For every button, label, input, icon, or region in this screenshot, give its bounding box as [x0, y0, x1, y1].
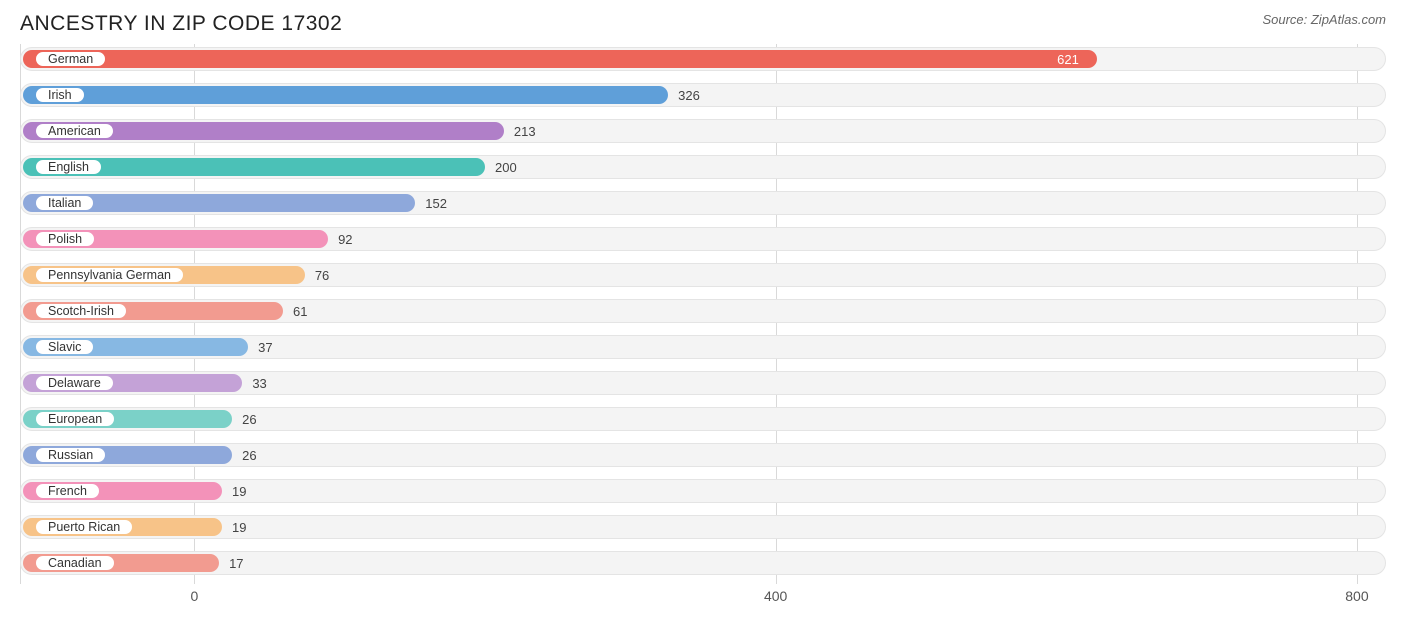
- x-tick-label: 400: [764, 588, 787, 604]
- bar-row: European 26: [20, 404, 1386, 434]
- value-label: 213: [514, 122, 536, 140]
- bar-fill: [23, 50, 1097, 68]
- bar-row: German 621: [20, 44, 1386, 74]
- category-pill: German: [34, 50, 107, 68]
- value-label: 19: [232, 482, 246, 500]
- bar-row: Irish 326: [20, 80, 1386, 110]
- category-pill: Canadian: [34, 554, 116, 572]
- bar-row: Polish 92: [20, 224, 1386, 254]
- value-label: 76: [315, 266, 329, 284]
- bar-row: Puerto Rican 19: [20, 512, 1386, 542]
- x-axis: 0 400 800: [20, 584, 1386, 614]
- bar-track: [20, 515, 1386, 539]
- bar-track: [20, 479, 1386, 503]
- bar-track: [20, 551, 1386, 575]
- bar-row: American 213: [20, 116, 1386, 146]
- bar-row: Scotch-Irish 61: [20, 296, 1386, 326]
- chart-header: ANCESTRY IN ZIP CODE 17302 Source: ZipAt…: [0, 0, 1406, 44]
- value-label: 17: [229, 554, 243, 572]
- category-pill: Delaware: [34, 374, 115, 392]
- category-pill: Italian: [34, 194, 95, 212]
- x-tick-label: 800: [1345, 588, 1368, 604]
- category-pill: French: [34, 482, 101, 500]
- category-pill: Puerto Rican: [34, 518, 134, 536]
- value-label: 37: [258, 338, 272, 356]
- chart-title: ANCESTRY IN ZIP CODE 17302: [20, 12, 342, 36]
- value-label: 19: [232, 518, 246, 536]
- x-tick-label: 0: [190, 588, 198, 604]
- value-label: 152: [425, 194, 447, 212]
- bar-row: French 19: [20, 476, 1386, 506]
- category-pill: English: [34, 158, 103, 176]
- category-pill: Pennsylvania German: [34, 266, 185, 284]
- bar-row: Russian 26: [20, 440, 1386, 470]
- bar-row: Slavic 37: [20, 332, 1386, 362]
- chart-source: Source: ZipAtlas.com: [1262, 12, 1386, 27]
- category-pill: American: [34, 122, 115, 140]
- bar-container: German 621 Irish 326 American 213 English 200 It…: [20, 44, 1386, 578]
- bar-row: English 200: [20, 152, 1386, 182]
- value-label: 26: [242, 446, 256, 464]
- value-label: 621: [1057, 50, 1079, 68]
- category-pill: Slavic: [34, 338, 95, 356]
- category-pill: Scotch-Irish: [34, 302, 128, 320]
- value-label: 33: [252, 374, 266, 392]
- category-pill: European: [34, 410, 116, 428]
- chart-plot-area: German 621 Irish 326 American 213 English 200 It…: [0, 44, 1406, 614]
- value-label: 92: [338, 230, 352, 248]
- bar-fill: [23, 86, 668, 104]
- value-label: 200: [495, 158, 517, 176]
- category-pill: Irish: [34, 86, 86, 104]
- bar-row: Pennsylvania German 76: [20, 260, 1386, 290]
- bar-row: Delaware 33: [20, 368, 1386, 398]
- bar-row: Canadian 17: [20, 548, 1386, 578]
- bar-row: Italian 152: [20, 188, 1386, 218]
- category-pill: Polish: [34, 230, 96, 248]
- value-label: 61: [293, 302, 307, 320]
- value-label: 326: [678, 86, 700, 104]
- category-pill: Russian: [34, 446, 107, 464]
- value-label: 26: [242, 410, 256, 428]
